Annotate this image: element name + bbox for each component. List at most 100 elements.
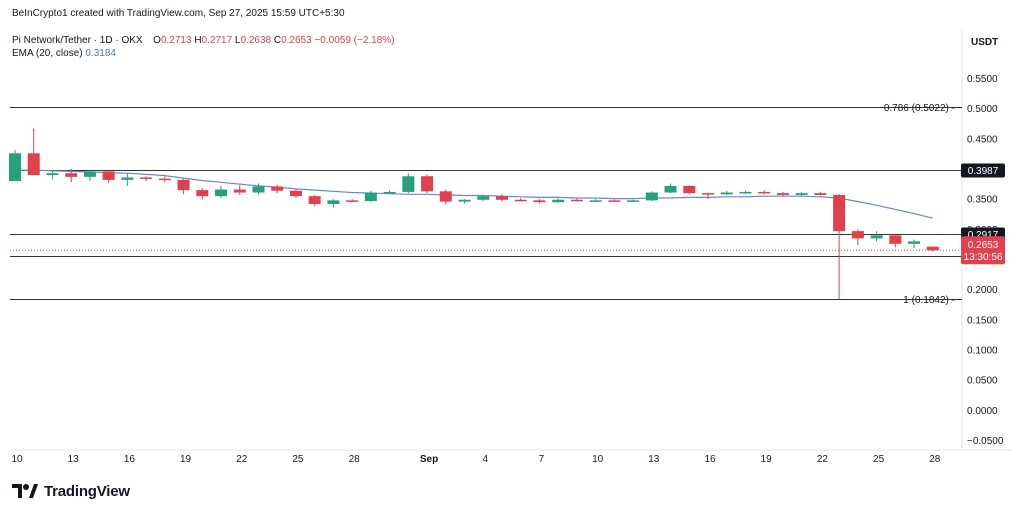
candle-body: [439, 191, 452, 202]
x-tick-label: 28: [349, 454, 361, 465]
x-tick-label: 19: [180, 454, 192, 465]
candle-body: [514, 199, 527, 202]
candle: [121, 173, 134, 186]
ohlc-open-label: O: [153, 35, 161, 46]
candle-body: [121, 177, 134, 180]
candle-body: [46, 173, 59, 176]
candle-body: [177, 179, 190, 191]
candle: [439, 189, 452, 205]
candle-body: [289, 190, 302, 197]
x-tick-label: 25: [873, 454, 885, 465]
x-tick-label: Sep: [420, 454, 438, 465]
candle-body: [627, 200, 640, 202]
y-tick-label: 0.3500: [967, 195, 998, 206]
candle-body: [83, 171, 96, 177]
candle-body: [795, 193, 808, 195]
x-tick-label: 13: [68, 454, 80, 465]
ema-label: EMA (20, close): [12, 48, 83, 59]
x-tick-label: 4: [482, 454, 488, 465]
last-price-tag: [961, 236, 1005, 265]
candle-body: [814, 193, 827, 195]
candle-body: [683, 185, 696, 194]
axis-unit[interactable]: USDT: [971, 37, 999, 48]
x-tick-label: 7: [539, 454, 545, 465]
candle-body: [158, 178, 171, 181]
x-tick-label: 22: [817, 454, 829, 465]
candle: [289, 189, 302, 198]
creator-line: BeInCrypto1 created with TradingView.com…: [12, 8, 345, 19]
candle-body: [215, 189, 228, 197]
candle: [308, 194, 321, 207]
candle-body: [908, 241, 921, 244]
y-tick-label: 0.2000: [967, 285, 998, 296]
tradingview-logo-icon: [12, 484, 38, 498]
candle-body: [758, 191, 771, 194]
candle: [570, 198, 583, 202]
candle-body: [140, 177, 153, 179]
candle: [552, 198, 565, 203]
candle-body: [851, 231, 864, 239]
candle-body: [308, 196, 321, 204]
x-tick-label: 25: [292, 454, 304, 465]
candle: [65, 169, 78, 183]
candle-body: [495, 196, 508, 200]
candle: [870, 231, 883, 242]
tradingview-logo-text: TradingView: [44, 482, 130, 500]
x-tick-label: 16: [124, 454, 136, 465]
candle-body: [27, 153, 40, 176]
candle: [46, 170, 59, 180]
x-tick-label: 19: [761, 454, 773, 465]
candle: [140, 176, 153, 182]
candle-body: [233, 189, 246, 193]
y-tick-label: 0.0000: [967, 406, 998, 417]
candle-body: [327, 200, 340, 204]
candle: [814, 191, 827, 196]
candle: [327, 199, 340, 208]
candle: [346, 199, 359, 203]
candle-body: [570, 199, 583, 202]
candle-body: [383, 191, 396, 194]
ohlc-close-value: 0.2653: [281, 35, 312, 46]
candle-body: [664, 185, 677, 193]
ema-legend[interactable]: EMA (20, close) 0.3184: [12, 48, 116, 59]
candle: [252, 183, 265, 195]
y-tick-label: 0.5500: [967, 74, 998, 85]
candle-body: [776, 193, 789, 195]
candle-body: [402, 176, 415, 192]
candle: [9, 149, 21, 182]
candle: [533, 199, 546, 204]
candle: [495, 194, 508, 202]
y-tick-label: 0.0500: [967, 376, 998, 387]
candle: [364, 190, 377, 203]
level-tag-label: 0.3987: [968, 166, 999, 177]
candle: [720, 190, 733, 195]
candle-body: [9, 153, 21, 182]
ohlc-high-value: 0.2717: [201, 35, 233, 46]
candle-body: [702, 193, 715, 195]
candle-body: [533, 200, 546, 203]
fib-level-label: 1 (0.1842) -: [903, 295, 955, 306]
x-tick-label: 22: [236, 454, 248, 465]
symbol-name: Pi Network/Tether · 1D · OKX: [12, 35, 143, 46]
candle-body: [889, 235, 902, 244]
candle: [608, 199, 621, 202]
ohlc-close-label: C: [273, 35, 282, 46]
candle: [83, 170, 96, 182]
x-tick-label: 10: [11, 454, 23, 465]
candle-body: [926, 246, 939, 251]
x-tick-label: 13: [648, 454, 660, 465]
level-tag: [961, 163, 1005, 178]
candle: [271, 184, 284, 194]
candle-body: [346, 200, 359, 202]
tradingview-logo: TradingView: [12, 481, 130, 501]
candle: [158, 176, 171, 183]
candle-body: [252, 186, 265, 193]
candle-body: [477, 196, 490, 200]
y-tick-label: 0.4500: [967, 134, 998, 145]
y-tick-label: 0.1000: [967, 346, 998, 357]
candle: [27, 128, 40, 176]
candle-body: [608, 200, 621, 202]
candle: [589, 199, 602, 202]
